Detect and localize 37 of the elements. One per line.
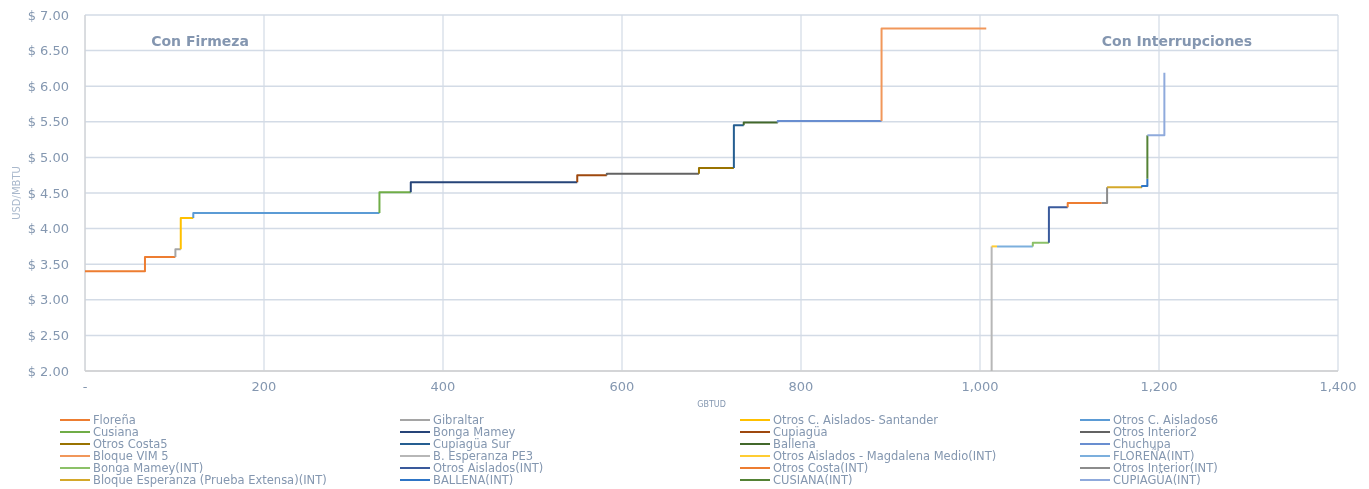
y-tick-label: $ 5.50 <box>27 114 69 130</box>
y-tick-label: $ 7.00 <box>27 7 69 23</box>
legend-label: Cusiana <box>93 425 139 440</box>
legend-label: Otros Costa(INT) <box>773 461 869 476</box>
x-tick-label: 1,400 <box>1319 379 1357 394</box>
legend-label: Bloque VIM 5 <box>93 449 169 464</box>
y-tick-label: $ 4.50 <box>27 185 69 201</box>
x-tick-label: 1,000 <box>961 379 999 394</box>
x-axis-title: GBTUD <box>697 400 726 409</box>
x-tick-label: 600 <box>609 379 635 394</box>
y-tick-label: $ 3.50 <box>27 256 69 272</box>
y-tick-label: $ 3.00 <box>27 292 69 308</box>
x-tick-label: 800 <box>788 379 814 394</box>
legend-label: Ballena <box>773 437 816 452</box>
legend-label: Bonga Mamey(INT) <box>93 461 204 476</box>
y-tick-label: $ 6.00 <box>27 78 69 94</box>
legend-label: Bonga Mamey <box>433 425 516 440</box>
x-tick-label: 200 <box>251 379 277 394</box>
y-tick-label: $ 6.50 <box>27 43 69 59</box>
y-tick-label: $ 2.50 <box>27 327 69 343</box>
legend-label: Cupiagüa Sur <box>433 437 511 452</box>
legend-label: CUSIANA(INT) <box>773 473 853 488</box>
y-tick-label: $ 4.00 <box>27 221 69 237</box>
legend-label: Bloque Esperanza (Prueba Extensa)(INT) <box>93 473 327 488</box>
x-tick-label: 1,200 <box>1140 379 1178 394</box>
y-tick-label: $ 2.00 <box>27 363 69 379</box>
x-tick-label: 400 <box>430 379 456 394</box>
legend-label: Otros Aislados(INT) <box>433 461 544 476</box>
y-tick-label: $ 5.00 <box>27 149 69 165</box>
y-axis-title: USD/MBTU <box>11 166 22 220</box>
annotation: Con Interrupciones <box>1101 33 1253 49</box>
x-tick-label: - <box>82 379 88 394</box>
legend-label: Cupiagüa <box>773 425 828 440</box>
legend-label: Gibraltar <box>433 413 484 428</box>
legend-label: BALLENA(INT) <box>433 473 514 488</box>
legend-label: CUPIAGÜA(INT) <box>1113 471 1201 488</box>
annotation: Con Firmeza <box>151 33 249 49</box>
